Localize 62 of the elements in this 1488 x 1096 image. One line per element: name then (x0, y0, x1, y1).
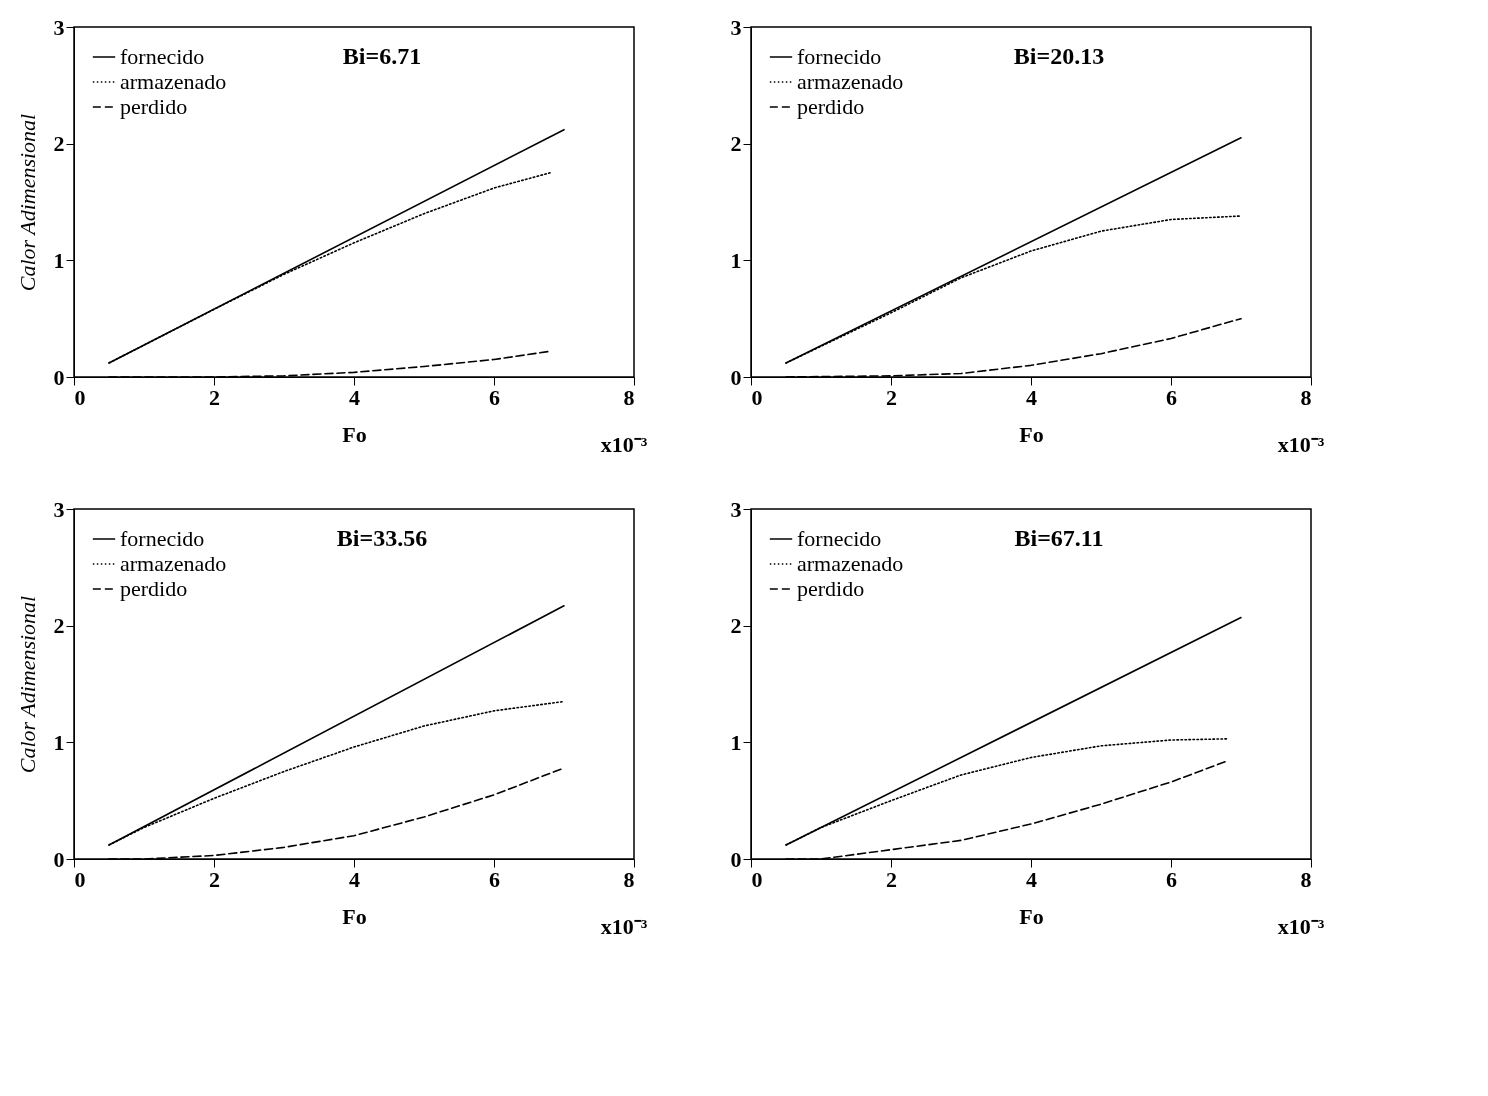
x-tick-label: 8 (1300, 384, 1312, 410)
y-tick-label: 0 (53, 364, 65, 390)
x-tick-label: 8 (623, 384, 635, 410)
legend-label: armazenado (120, 551, 227, 576)
y-tick-label: 0 (730, 364, 742, 390)
x-axis-title: Fo (1019, 421, 1044, 447)
x-tick-label: 4 (349, 866, 360, 892)
text: x10⁻³ (600, 914, 648, 939)
x-tick-label: 0 (74, 866, 86, 892)
y-tick-label: 3 (53, 496, 65, 522)
x-tick-label: 4 (1026, 384, 1037, 410)
legend-label: armazenado (797, 69, 904, 94)
x-tick-label: 0 (74, 384, 86, 410)
legend-label: fornecido (120, 526, 205, 551)
y-tick-label: 3 (730, 14, 742, 40)
legend-label: fornecido (120, 44, 205, 69)
x-axis-title: Fo (1019, 903, 1044, 929)
x-tick-label: 2 (886, 384, 897, 410)
y-tick-label: 2 (730, 613, 742, 639)
y-axis-title: Calor Adimensional (14, 113, 40, 292)
text: x10⁻³ (1277, 432, 1325, 457)
y-tick-label: 0 (730, 846, 742, 872)
legend-label: fornecido (797, 526, 882, 551)
y-tick-label: 1 (53, 247, 65, 273)
legend-label: fornecido (797, 44, 882, 69)
x-tick-label: 4 (1026, 866, 1037, 892)
x-tick-label: 6 (489, 384, 500, 410)
x-axis-title: Fo (342, 903, 367, 929)
y-tick-label: 2 (730, 131, 742, 157)
x-tick-label: 8 (1300, 866, 1312, 892)
text: x10⁻³ (600, 432, 648, 457)
y-tick-label: 2 (53, 613, 65, 639)
legend-label: perdido (797, 576, 865, 601)
x-axis-title: Fo (342, 421, 367, 447)
annotation: Bi=33.56 (336, 525, 428, 551)
y-tick-label: 3 (53, 14, 65, 40)
x-tick-label: 4 (349, 384, 360, 410)
y-tick-label: 0 (53, 846, 65, 872)
x-tick-label: 2 (209, 384, 220, 410)
legend-label: perdido (120, 94, 188, 119)
x-tick-label: 6 (489, 866, 500, 892)
x-tick-label: 6 (1166, 384, 1177, 410)
x-tick-label: 0 (751, 866, 763, 892)
text: x10⁻³ (1277, 914, 1325, 939)
annotation: Bi=67.11 (1014, 525, 1104, 551)
y-axis-title: Calor Adimensional (14, 595, 40, 774)
x-tick-label: 2 (886, 866, 897, 892)
annotation: Bi=20.13 (1013, 43, 1105, 69)
y-tick-label: 2 (53, 131, 65, 157)
y-tick-label: 1 (53, 729, 65, 755)
x-tick-label: 2 (209, 866, 220, 892)
legend-label: perdido (120, 576, 188, 601)
x-tick-label: 8 (623, 866, 635, 892)
y-tick-label: 3 (730, 496, 742, 522)
legend-label: perdido (797, 94, 865, 119)
annotation: Bi=6.71 (342, 43, 422, 69)
x-tick-label: 0 (751, 384, 763, 410)
legend-label: armazenado (120, 69, 227, 94)
y-tick-label: 1 (730, 729, 742, 755)
x-tick-label: 6 (1166, 866, 1177, 892)
legend-label: armazenado (797, 551, 904, 576)
y-tick-label: 1 (730, 247, 742, 273)
